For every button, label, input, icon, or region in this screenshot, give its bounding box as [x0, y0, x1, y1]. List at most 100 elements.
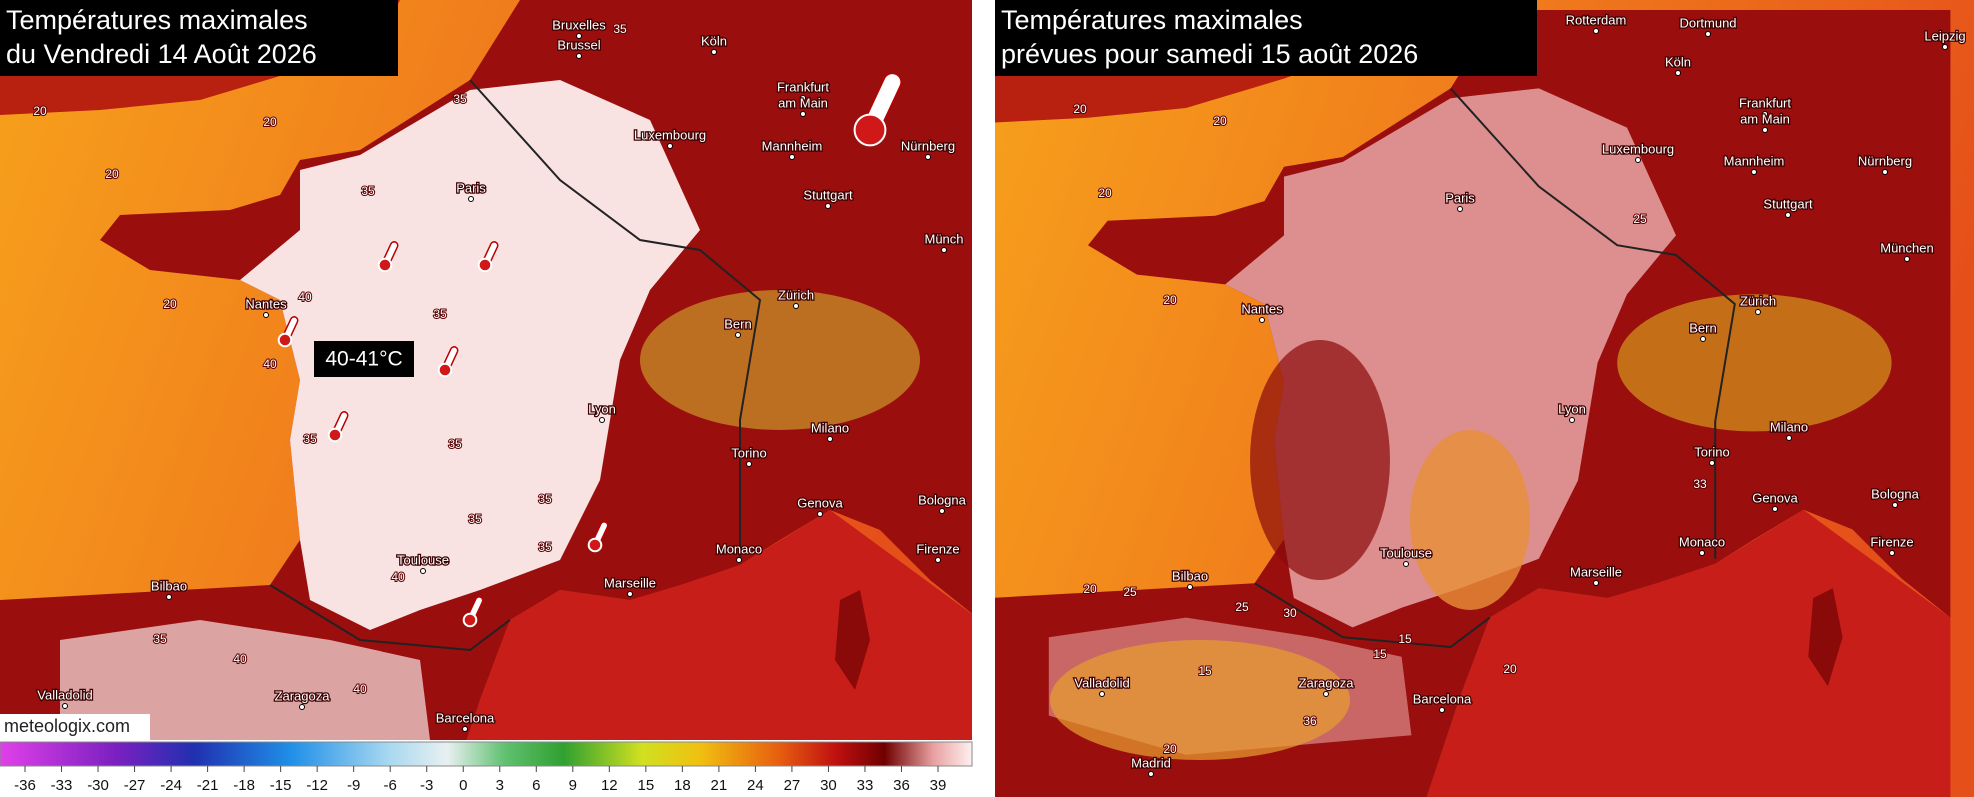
- contour-label: 40: [233, 652, 247, 666]
- contour-label: 25: [1633, 212, 1647, 226]
- city-marker: [1892, 502, 1898, 508]
- city-marker: [935, 557, 941, 563]
- contour-label: 15: [1398, 632, 1412, 646]
- city-label: Barcelona: [1413, 691, 1472, 706]
- city-label: Bilbao: [1172, 568, 1208, 583]
- city-label: Leipzig: [1924, 28, 1965, 43]
- contour-label: 20: [263, 115, 277, 129]
- city-marker: [1187, 584, 1193, 590]
- legend-tick-label: -33: [51, 777, 73, 794]
- city-marker: [1635, 157, 1641, 163]
- legend-tick-label: -36: [14, 777, 36, 794]
- contour-label: 20: [105, 167, 119, 181]
- city-label: Milano: [811, 420, 849, 435]
- contour-label: 20: [1163, 742, 1177, 756]
- city-marker: [1904, 256, 1910, 262]
- city-label: Frankfurt: [777, 79, 829, 94]
- legend-tick-label: -24: [160, 777, 182, 794]
- thermometer-bulb: [377, 257, 393, 273]
- border: [469, 79, 762, 560]
- city-marker: [817, 511, 823, 517]
- legend-tick-label: -9: [347, 777, 360, 794]
- city-marker: [1762, 111, 1768, 117]
- city-label: Milano: [1770, 419, 1808, 434]
- city-marker: [462, 726, 468, 732]
- city-marker: [62, 703, 68, 709]
- corsica: [1808, 588, 1843, 687]
- contour-label: 20: [1503, 662, 1517, 676]
- credit: meteologix.com: [4, 716, 130, 736]
- city-marker: [299, 704, 305, 710]
- city-marker: [166, 594, 172, 600]
- legend-tick-label: 33: [857, 777, 874, 794]
- border: [1254, 582, 1491, 649]
- city-label: Rotterdam: [1566, 12, 1627, 27]
- contour-label: 36: [1303, 714, 1317, 728]
- contour-label: 35: [538, 492, 552, 506]
- city-marker: [793, 303, 799, 309]
- city-label: Zürich: [1740, 293, 1776, 308]
- city-label: am Main: [778, 95, 828, 110]
- credit-box: [0, 714, 150, 740]
- contour-label: 35: [433, 307, 447, 321]
- city-marker: [1323, 691, 1329, 697]
- city-marker: [1942, 44, 1948, 50]
- city-marker: [1439, 707, 1445, 713]
- city-label: Torino: [731, 445, 766, 460]
- city-marker: [576, 33, 582, 39]
- france-hot: [240, 80, 700, 630]
- city-label: Paris: [1445, 190, 1475, 205]
- city-marker: [789, 154, 795, 160]
- legend-tick-label: 9: [569, 777, 577, 794]
- contour-label: 20: [1073, 102, 1087, 116]
- city-marker: [667, 143, 673, 149]
- title-box: [0, 0, 398, 76]
- thermometer-bulb: [477, 257, 493, 273]
- contour-label: 35: [361, 184, 375, 198]
- city-label: Bilbao: [151, 578, 187, 593]
- city-label: Firenze: [1870, 534, 1913, 549]
- color-legend: -36 -33 -30 -27 -24 -21 -18 -15 -12 -9 -6 -3 0 3 6 9 12 1…: [0, 741, 973, 794]
- city-label: Madrid: [1131, 755, 1171, 770]
- city-label: Lyon: [588, 401, 616, 416]
- city-marker: [1772, 506, 1778, 512]
- city-label: Toulouse: [397, 552, 449, 567]
- city-marker: [711, 49, 717, 55]
- contour-label: 15: [1198, 664, 1212, 678]
- legend-tick-label: 6: [532, 777, 540, 794]
- spain-hot: [60, 620, 430, 740]
- city-marker: [1148, 771, 1154, 777]
- city-marker: [420, 568, 426, 574]
- city-marker: [736, 557, 742, 563]
- city-label: Torino: [1694, 444, 1729, 459]
- city-label: Paris: [456, 180, 486, 195]
- city-marker: [1785, 212, 1791, 218]
- annotation: 40-41°C: [325, 348, 402, 371]
- city-marker: [1700, 336, 1706, 342]
- contour-label: 30: [1283, 606, 1297, 620]
- city-marker: [1755, 309, 1761, 315]
- title: prévues pour samedi 15 août 2026: [1001, 39, 1418, 69]
- city-label: Köln: [1665, 54, 1691, 69]
- border: [269, 584, 511, 652]
- city-label: Luxembourg: [634, 127, 706, 142]
- city-label: Marseille: [604, 575, 656, 590]
- contour-label: 20: [1098, 186, 1112, 200]
- city-label: Brussel: [557, 37, 600, 52]
- contour-label: 20: [163, 297, 177, 311]
- city-marker: [1699, 550, 1705, 556]
- city-label: Dortmund: [1679, 15, 1736, 30]
- city-marker: [1259, 317, 1265, 323]
- city-marker: [1889, 550, 1895, 556]
- thermometer-bulb: [277, 332, 293, 348]
- contour-label: 40: [298, 290, 312, 304]
- hot-patch: [1410, 430, 1530, 610]
- city-label: Köln: [701, 33, 727, 48]
- contour-label: 35: [153, 632, 167, 646]
- dark-patch: [1250, 340, 1390, 580]
- city-label: Luxembourg: [1602, 141, 1674, 156]
- contour-label: 35: [448, 437, 462, 451]
